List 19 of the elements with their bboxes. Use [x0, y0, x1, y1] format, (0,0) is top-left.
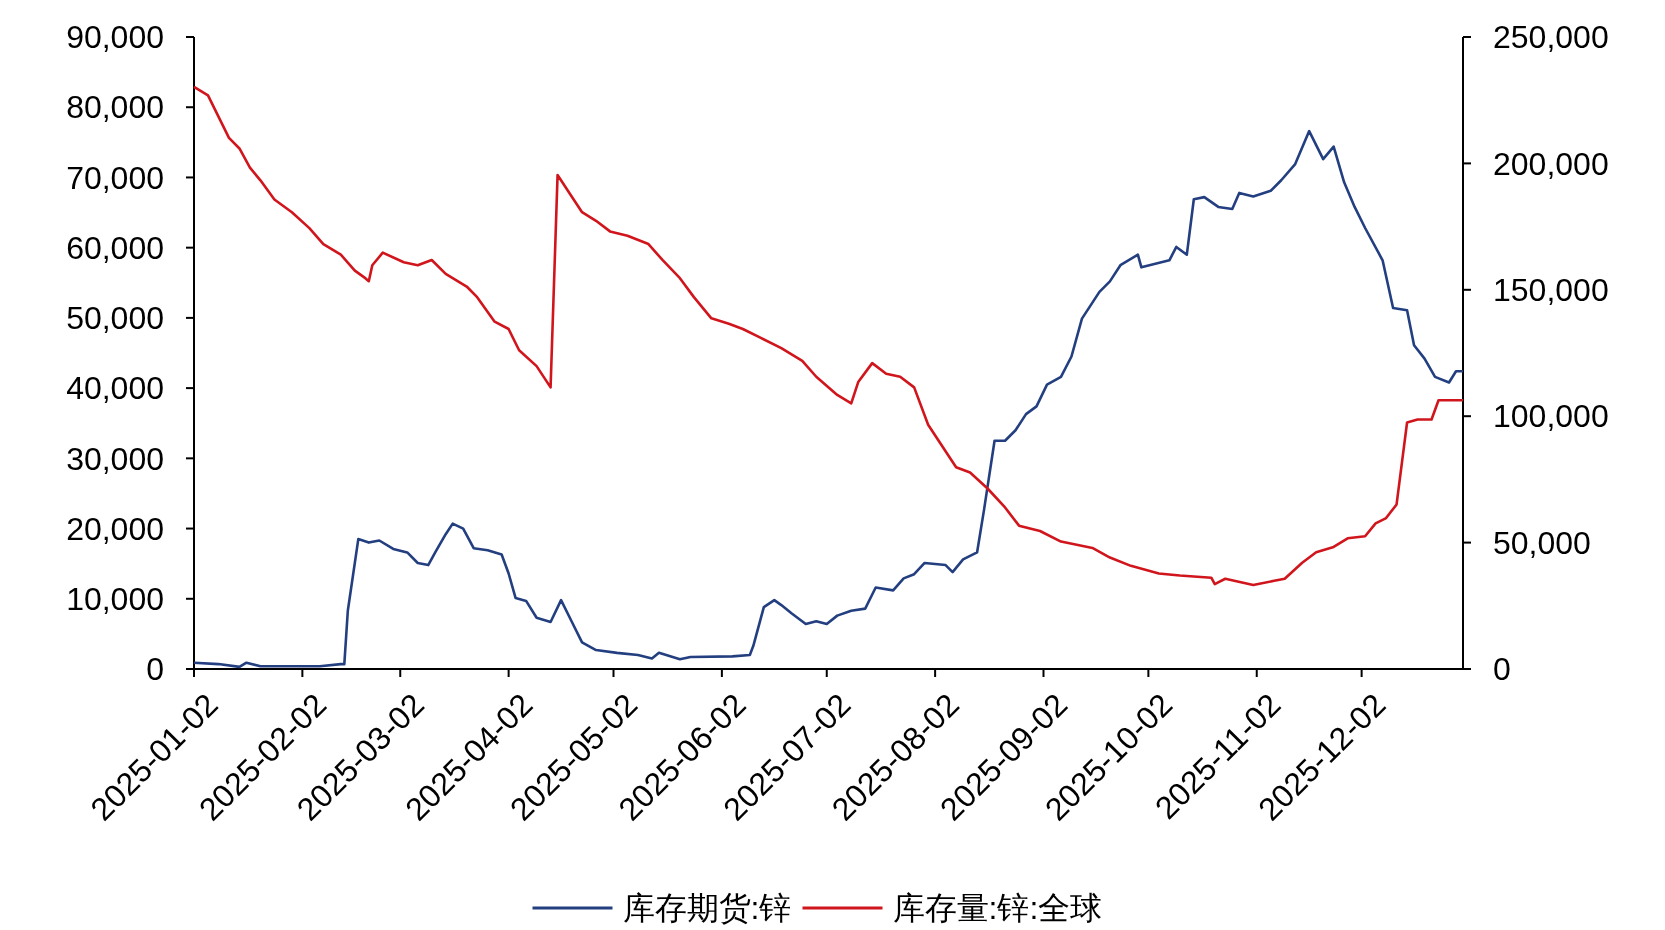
y-tick-label: 90,000 [66, 19, 164, 56]
y2-tick-label: 0 [1493, 651, 1511, 688]
y-tick-label: 30,000 [66, 440, 164, 477]
y2-tick-label: 150,000 [1493, 272, 1609, 308]
y-tick-label: 70,000 [66, 159, 164, 196]
y2-tick-label: 50,000 [1493, 524, 1591, 561]
y-tick-label: 60,000 [66, 229, 164, 266]
y-tick-label: 20,000 [66, 510, 164, 547]
y-tick-label: 10,000 [66, 580, 164, 617]
y2-tick-label: 100,000 [1493, 398, 1609, 435]
line-series [192, 85, 1465, 587]
y-tick-label: 0 [146, 651, 164, 688]
y2-tick-label: 250,000 [1493, 19, 1609, 56]
legend-label: 库存期货:锌 [622, 890, 792, 927]
legend-label: 库存量:锌:全球 [892, 890, 1103, 927]
y-tick-label: 40,000 [66, 370, 164, 407]
y2-tick-label: 200,000 [1493, 145, 1609, 182]
y-tick-label: 50,000 [66, 300, 164, 337]
y-tick-label: 80,000 [66, 89, 164, 126]
